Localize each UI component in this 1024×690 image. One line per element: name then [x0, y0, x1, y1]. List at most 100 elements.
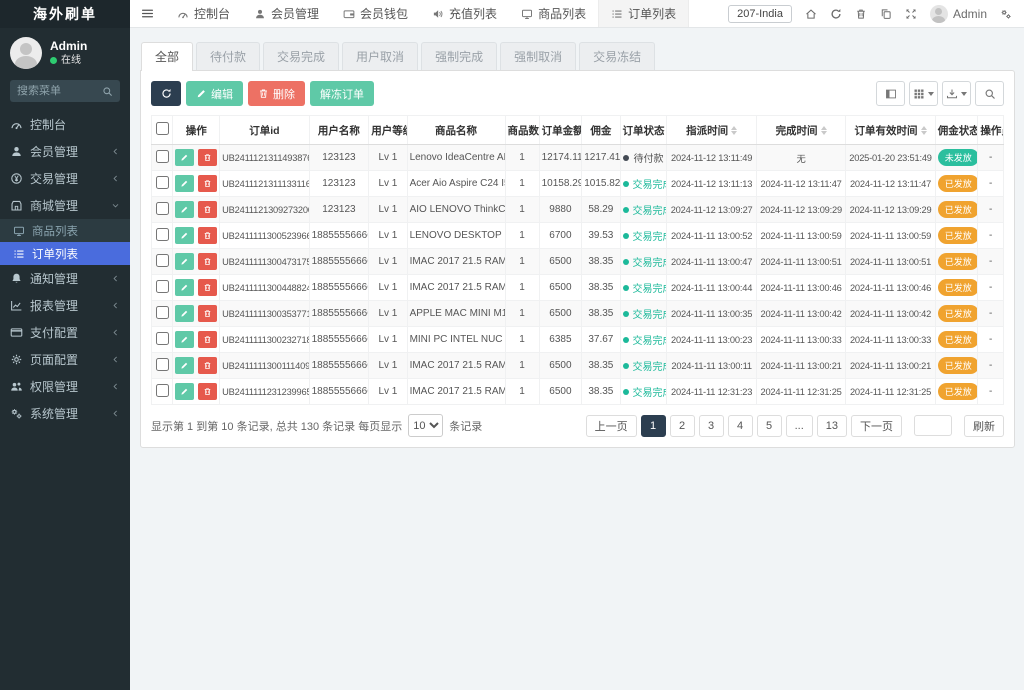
tab-all[interactable]: 全部	[141, 42, 194, 71]
pencil-icon	[180, 387, 189, 396]
topbar-tab-dashboard[interactable]: 控制台	[165, 0, 242, 27]
topbar-user-menu[interactable]: Admin	[929, 4, 987, 23]
product-name-cell: IMAC 2017 21.5 RAM 32 GB	[406, 274, 506, 301]
row-edit-button[interactable]	[175, 305, 195, 322]
fullscreen-icon[interactable]	[905, 8, 917, 20]
tab-user-cancelled[interactable]: 用户取消	[342, 42, 419, 70]
row-checkbox[interactable]	[155, 227, 169, 241]
row-delete-button[interactable]	[198, 279, 218, 296]
prev-page-button[interactable]: 上一页	[585, 414, 637, 437]
topbar-tab-product-list[interactable]: 商品列表	[509, 0, 598, 27]
sidebar-item-payment-config[interactable]: 支付配置	[0, 319, 130, 346]
sidebar-item-transactions[interactable]: 交易管理	[0, 165, 130, 192]
row-delete-button[interactable]	[198, 253, 218, 270]
row-checkbox[interactable]	[155, 201, 169, 215]
row-edit-button[interactable]	[175, 175, 195, 192]
row-delete-button[interactable]	[198, 175, 218, 192]
row-checkbox[interactable]	[155, 331, 169, 345]
assign-time-cell: 2024-11-12 13:09:27	[666, 196, 757, 223]
row-checkbox[interactable]	[155, 383, 169, 397]
sidebar-item-mall[interactable]: 商城管理	[0, 192, 130, 219]
refresh-icon[interactable]	[830, 8, 842, 20]
trash-icon[interactable]	[855, 8, 867, 20]
sidebar-item-page-config[interactable]: 页面配置	[0, 346, 130, 373]
col-valid-time[interactable]: 订单有效时间	[845, 115, 936, 145]
tab-force-cancelled[interactable]: 强制取消	[500, 42, 577, 70]
tab-frozen[interactable]: 交易冻结	[579, 42, 656, 70]
table-header-row: 操作 订单id 用户名称 用户等级 商品名称 商品数量 订单金额 佣金 订单状态…	[150, 115, 1004, 145]
page-button-2[interactable]: 2	[669, 414, 695, 437]
row-delete-button[interactable]	[198, 357, 218, 374]
row-delete-button[interactable]	[198, 331, 218, 348]
sidebar-item-dashboard[interactable]: 控制台	[0, 111, 130, 138]
columns-button[interactable]	[909, 81, 938, 106]
recharge-icon	[432, 8, 444, 20]
order-id: UB2411111300523966	[219, 222, 310, 249]
row-edit-button[interactable]	[175, 149, 195, 166]
page-button-1[interactable]: 1	[640, 414, 666, 437]
page-button-5[interactable]: 5	[756, 414, 782, 437]
complete-time-cell: 2024-11-11 13:00:33	[755, 326, 847, 353]
row-edit-button[interactable]	[175, 383, 195, 400]
row-checkbox[interactable]	[155, 357, 169, 371]
settings-cogs-icon[interactable]	[1000, 8, 1012, 20]
row-checkbox[interactable]	[155, 305, 169, 319]
app-title: 海外刷单	[0, 0, 130, 28]
table-search-button[interactable]	[975, 81, 1004, 106]
row-edit-button[interactable]	[175, 227, 195, 244]
topbar-tab-wallet[interactable]: 会员钱包	[331, 0, 420, 27]
page-button-13[interactable]: 13	[816, 414, 847, 437]
select-all-checkbox[interactable]	[155, 122, 169, 135]
refresh-button[interactable]	[151, 81, 181, 106]
page-ellipsis[interactable]: ...	[785, 414, 813, 437]
row-checkbox[interactable]	[155, 253, 169, 267]
edit-button[interactable]: 编辑	[186, 81, 243, 106]
grid-columns-icon	[913, 88, 925, 100]
page-jump-input[interactable]	[914, 415, 952, 436]
sidebar-item-system[interactable]: 系统管理	[0, 400, 130, 427]
page-button-4[interactable]: 4	[727, 414, 753, 437]
row-delete-button[interactable]	[198, 149, 218, 166]
pagination-refresh-button[interactable]: 刷新	[964, 414, 1004, 437]
row-edit-button[interactable]	[175, 331, 195, 348]
row-checkbox[interactable]	[155, 175, 169, 189]
sidebar-item-product-list[interactable]: 商品列表	[0, 219, 130, 242]
sidebar-item-notifications[interactable]: 通知管理	[0, 265, 130, 292]
copy-icon[interactable]	[880, 8, 892, 20]
menu-search-input[interactable]	[17, 85, 97, 97]
delete-button[interactable]: 删除	[248, 81, 305, 106]
topbar-tab-order-list[interactable]: 订单列表	[598, 0, 690, 27]
row-checkbox[interactable]	[155, 279, 169, 293]
row-delete-button[interactable]	[198, 305, 218, 322]
row-checkbox[interactable]	[155, 149, 169, 163]
row-delete-button[interactable]	[198, 227, 218, 244]
topbar-tab-recharge-list[interactable]: 充值列表	[420, 0, 509, 27]
page-button-3[interactable]: 3	[698, 414, 724, 437]
row-delete-button[interactable]	[198, 383, 218, 400]
next-page-button[interactable]: 下一页	[851, 414, 902, 437]
row-edit-button[interactable]	[175, 357, 195, 374]
user-icon	[10, 145, 23, 158]
page-size-select[interactable]: 10	[408, 414, 444, 437]
sidebar-toggle-button[interactable]	[130, 7, 165, 20]
tab-force-completed[interactable]: 强制完成	[421, 42, 498, 70]
tab-completed[interactable]: 交易完成	[263, 42, 340, 70]
topbar-tab-members[interactable]: 会员管理	[242, 0, 331, 27]
col-complete-time[interactable]: 完成时间	[755, 115, 847, 145]
row-edit-button[interactable]	[175, 279, 195, 296]
toggle-view-button[interactable]	[876, 81, 905, 106]
unfreeze-order-button[interactable]: 解冻订单	[310, 81, 374, 106]
row-delete-button[interactable]	[198, 201, 218, 218]
tab-pending-payment[interactable]: 待付款	[196, 42, 261, 70]
sidebar-item-reports[interactable]: 报表管理	[0, 292, 130, 319]
sidebar-item-permissions[interactable]: 权限管理	[0, 373, 130, 400]
product-qty-cell: 1	[504, 222, 540, 249]
sidebar-item-order-list[interactable]: 订单列表	[0, 242, 130, 265]
export-button[interactable]	[942, 81, 971, 106]
row-edit-button[interactable]	[175, 253, 195, 270]
col-assign-time[interactable]: 指派时间	[666, 115, 757, 145]
sidebar-item-members[interactable]: 会员管理	[0, 138, 130, 165]
home-icon[interactable]	[805, 8, 817, 20]
region-selector-button[interactable]: 207-India	[728, 4, 792, 23]
row-edit-button[interactable]	[175, 201, 195, 218]
